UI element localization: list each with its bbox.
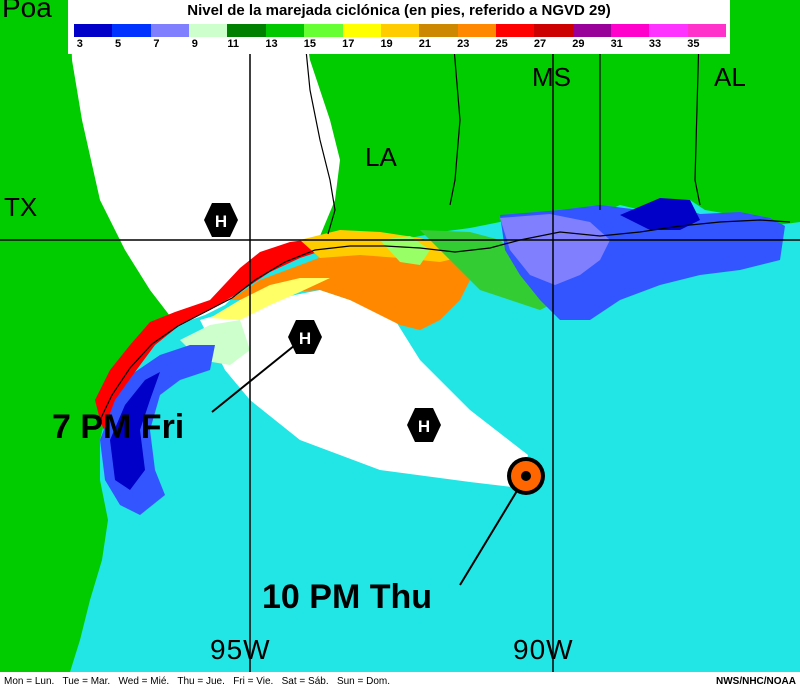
legend-swatch [380,24,420,37]
coastline [99,219,791,421]
hurricane-symbol-south [407,408,441,442]
legend-tick-label: 27 [533,38,547,50]
state-label-ms: MS [532,62,571,92]
legend-tick-label: 5 [115,38,122,50]
legend-swatch [495,24,535,37]
hurricane-symbol-mid [204,203,238,237]
legend-swatch [150,24,190,37]
longitude-label-90w: 90W [513,634,574,665]
legend-tick-labels: 3 5 7 9 11 13 15 17 19 21 23 25 27 29 31 33 35 [74,38,726,52]
state-label-tx: TX [4,192,38,222]
legend-tick-label: 19 [380,38,393,50]
hurricane-symbol-fri [288,320,322,354]
surge-dark-blue-east [620,198,700,230]
legend-tick-label: 25 [495,38,508,50]
legend-swatch [227,24,266,37]
surge-dark-blue-tx [110,372,160,490]
track-pointer-thu [459,475,527,586]
state-label-la: LA [365,142,397,172]
legend-tick-label: 13 [265,38,278,50]
surge-red-band [95,238,330,440]
legend-tick-label: 7 [153,38,160,50]
legend-tick-label: 11 [227,38,239,50]
legend-swatch [304,24,343,37]
legend-tick-label: 3 [76,38,83,50]
surge-lightgreen-band [380,236,430,265]
legend-tick-label: 9 [191,38,198,50]
forecast-cone-south [200,290,528,488]
footer-day-abbreviations: Mon = Lun. Tue = Mar. Wed = Mié. Thu = J… [4,676,391,687]
state-borders [299,0,701,235]
legend-color-bar [74,24,727,37]
legend-tick-label: 15 [303,38,316,50]
legend-tick-label: 33 [648,38,662,50]
legend-swatch [265,24,305,37]
forecast-cone [70,0,340,322]
legend-swatch [572,24,612,37]
legend-tick-label: 23 [457,38,470,50]
legend-swatch [342,24,381,37]
legend-swatch [74,24,113,37]
footer-credit: NWS/NHC/NOAA [716,676,796,687]
legend-tick-label: 17 [342,38,355,50]
surge-green-band [420,230,560,310]
legend-swatch [687,24,727,37]
footer-bar [0,672,800,690]
legend-swatch [189,24,228,37]
surge-orange-band [230,250,470,330]
storm-label-fri: 7 PM Fri [52,408,185,446]
surge-lavender-east [500,214,610,285]
state-label-al: AL [714,62,746,92]
legend-swatch [457,24,496,37]
legend-swatch [112,24,151,37]
track-pointer-fri [211,336,306,413]
legend-swatch [534,24,573,37]
legend-title: Nivel de la marejada ciclónica (en pies,… [187,2,611,19]
legend-tick-label: 21 [418,38,432,50]
legend-swatch [611,24,650,37]
storm-center-dot [521,471,531,481]
legend-tick-label: 29 [572,38,585,50]
legend-swatch [649,24,688,37]
hurricane-letter-fri: H [299,329,311,348]
legend-tick-label: 31 [610,38,623,50]
hurricane-letter-mid: H [215,212,227,231]
surge-light-yellow [210,278,330,320]
longitude-label-95w: 95W [210,634,271,665]
hurricane-letter-south: H [418,417,430,436]
partial-top-label: Poa [2,0,52,23]
storm-label-thu: 10 PM Thu [262,578,433,616]
legend-tick-label: 35 [687,38,700,50]
legend-swatch [419,24,458,37]
